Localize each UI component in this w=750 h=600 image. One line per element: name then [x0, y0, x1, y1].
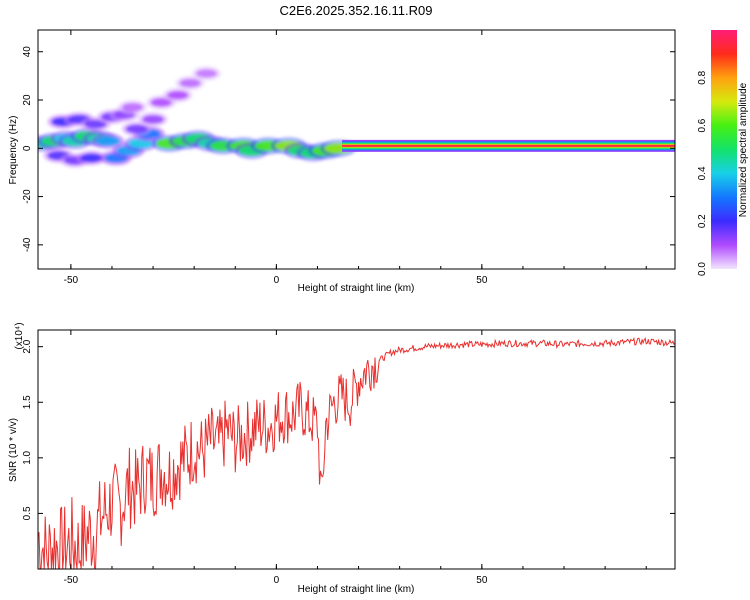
y-tick-label: -40	[22, 237, 33, 252]
colorbar: 0.0 0.2 0.4 0.6 0.8 Normalized spectral ampl…	[697, 30, 749, 276]
spectrogram-blobs	[38, 66, 356, 168]
spectrogram-x-label: Height of straight line (km)	[298, 283, 415, 294]
spectral-blob	[80, 153, 103, 163]
spectrogram-y-ticks: -40 -20 0 20 40	[22, 46, 675, 252]
colorbar-ticks: 0.0 0.2 0.4 0.6 0.8	[697, 70, 708, 276]
snr-panel: -50 0 50 0.5 1.0 1.5 2.0 Height of straight l…	[8, 322, 676, 595]
y-tick-label: 0	[22, 145, 33, 151]
y-tick-label: 0.5	[22, 506, 33, 520]
spectral-blob	[167, 90, 189, 100]
x-tick-label: 50	[476, 275, 488, 286]
snr-series-line	[38, 336, 675, 569]
snr-y-multiplier: (x10⁴)	[14, 322, 25, 349]
x-tick-label: -50	[64, 575, 79, 586]
spectral-blob	[196, 69, 217, 78]
y-tick-label: 1.0	[22, 450, 33, 464]
spectrogram-frame	[37, 29, 676, 270]
y-tick-label: 20	[22, 94, 33, 106]
snr-frame	[37, 329, 676, 570]
spectral-blob	[84, 119, 107, 129]
colorbar-tick-label: 0.6	[697, 118, 708, 132]
spectral-blob	[179, 78, 201, 88]
spectrogram-y-label: Frequency (Hz)	[8, 116, 19, 185]
x-tick-label: 0	[274, 575, 280, 586]
ridge-band	[342, 144, 675, 147]
colorbar-tick-label: 0.4	[697, 166, 708, 180]
x-tick-label: 50	[476, 575, 488, 586]
colorbar-label: Normalized spectral amplitude	[738, 82, 749, 217]
spectral-blob	[150, 98, 172, 107]
colorbar-tick-label: 0.8	[697, 70, 708, 84]
spectral-blob	[125, 124, 148, 134]
snr-x-ticks: -50 0 50	[64, 330, 647, 586]
snr-x-label: Height of straight line (km)	[298, 584, 415, 595]
x-tick-label: 0	[274, 275, 280, 286]
y-tick-label: 2.0	[22, 339, 33, 353]
snr-y-ticks: 0.5 1.0 1.5 2.0	[22, 339, 675, 520]
y-tick-label: 40	[22, 46, 33, 58]
spectrogram-ridge	[342, 139, 675, 152]
spectral-blob	[142, 115, 164, 124]
spectral-blob	[122, 103, 144, 112]
spectrogram-panel: -50 0 50 -40 -20 0 20 40 Height of straight li…	[8, 29, 676, 294]
colorbar-tick-label: 0.2	[697, 214, 708, 228]
x-tick-label: -50	[64, 275, 79, 286]
spectrogram-x-ticks: -50 0 50	[64, 30, 647, 286]
y-tick-label: 1.5	[22, 395, 33, 409]
snr-y-label: SNR (10 * v/v)	[8, 418, 19, 482]
y-tick-label: -20	[22, 189, 33, 204]
colorbar-tick-label: 0.0	[697, 262, 708, 276]
spectral-blob	[95, 136, 120, 146]
figure-title: C2E6.2025.352.16.11.R09	[280, 3, 433, 18]
colorbar-gradient	[711, 30, 737, 269]
